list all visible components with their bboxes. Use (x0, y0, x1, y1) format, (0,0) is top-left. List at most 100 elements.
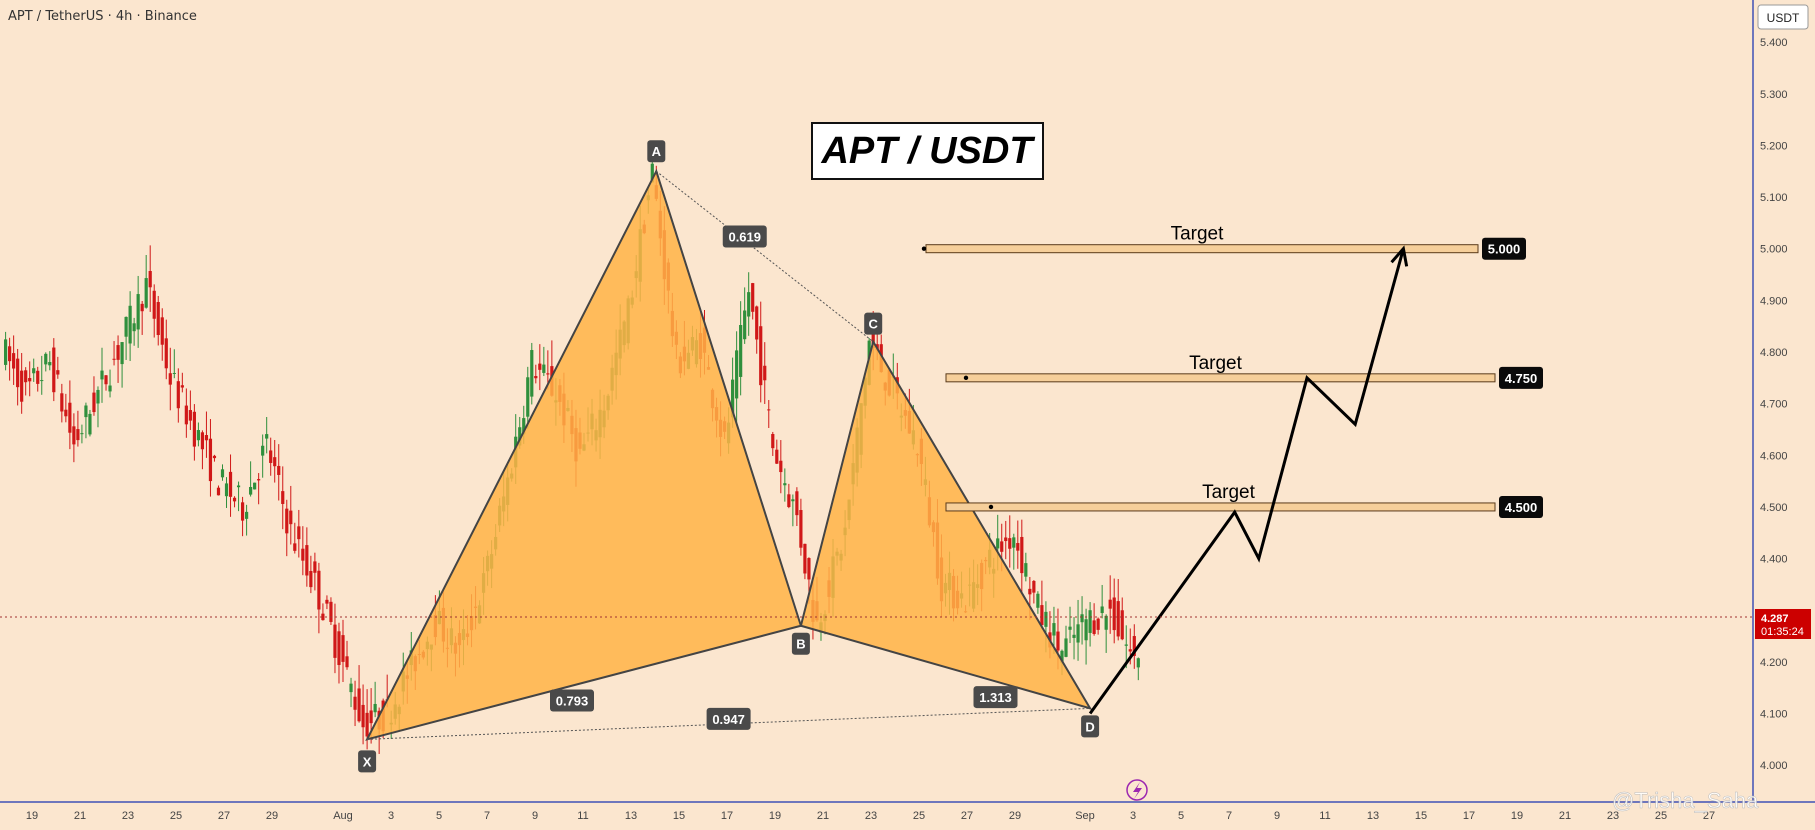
candle-body (20, 370, 24, 402)
candle-body (32, 368, 36, 374)
candle-body (297, 526, 301, 540)
currency-button[interactable]: USDT (1757, 4, 1809, 30)
candle-body (228, 471, 233, 497)
candle-body (518, 427, 522, 446)
candle-body (112, 358, 116, 360)
candle-body (1036, 593, 1040, 608)
symbol-header[interactable]: APT / TetherUS · 4h · Binance (8, 9, 197, 24)
candle-body (84, 405, 88, 418)
candle-body (1124, 644, 1128, 646)
y-tick-label: 4.400 (1760, 554, 1788, 566)
candle-body (996, 538, 1000, 549)
candle-body (321, 613, 325, 621)
candle-body (787, 494, 791, 508)
pattern-point-label: C (869, 317, 879, 332)
x-tick-label: 25 (1655, 810, 1667, 822)
pattern-point-label: A (652, 144, 662, 159)
candle-body (156, 302, 160, 336)
pattern-point-badge (864, 312, 883, 335)
candle-body (240, 502, 245, 521)
x-tick-label: 9 (532, 810, 538, 822)
x-tick-label: 15 (1415, 810, 1427, 822)
pattern-ratio-label: 0.619 (728, 229, 761, 244)
pattern-point-label: B (796, 637, 805, 652)
candle-body (236, 485, 241, 488)
lightning-icon[interactable] (1126, 779, 1148, 801)
candle-body (1044, 611, 1048, 627)
candle-body (731, 379, 735, 418)
candle-body (526, 377, 530, 417)
target-label: Target (1202, 482, 1256, 503)
candle-body (341, 635, 345, 662)
candle-body (650, 163, 654, 183)
pattern-point-badge (791, 632, 810, 655)
target-value-badge (1499, 495, 1543, 518)
candle-body (1136, 658, 1140, 668)
watermark-text: @Trisha_Saha (1612, 788, 1759, 813)
candle-body (1024, 563, 1028, 577)
candle-body (52, 347, 56, 393)
x-tick-label: 11 (577, 810, 588, 822)
candle-body (1072, 634, 1076, 638)
x-tick-label: Aug (333, 810, 353, 822)
candle-body (1076, 624, 1080, 643)
x-tick-label: 19 (1511, 810, 1523, 822)
candle-body (192, 411, 196, 447)
projection-arrowhead (1390, 245, 1409, 267)
candle-body (12, 353, 16, 369)
y-tick-label: 4.600 (1760, 450, 1788, 462)
candle-body (60, 393, 64, 412)
candle-body (212, 455, 217, 459)
y-tick-label: 4.500 (1760, 502, 1788, 514)
y-tick-label: 4.700 (1760, 399, 1788, 411)
candle-body (56, 370, 60, 375)
candle-body (735, 350, 739, 399)
target-zone (945, 502, 1496, 512)
candle-body (317, 570, 321, 610)
title-text: APT / USDT (820, 130, 1035, 172)
candle-body (36, 370, 40, 384)
candle-body (313, 561, 317, 573)
candle-body (1032, 580, 1036, 593)
candle-body (180, 385, 184, 388)
candle-body (1120, 610, 1124, 640)
candle-body (373, 703, 377, 713)
candle-body (1112, 597, 1116, 631)
candle-body (269, 450, 273, 463)
x-tick-label: 27 (1703, 810, 1715, 822)
candle-body (779, 460, 783, 473)
candle-body (542, 364, 546, 373)
currency-label: USDT (1767, 11, 1800, 25)
candle-body (16, 358, 20, 388)
candle-body (116, 345, 120, 360)
candle-body (208, 438, 213, 482)
candle-body (232, 497, 237, 502)
candle-body (261, 445, 265, 456)
x-tick-label: 5 (1178, 810, 1184, 822)
candle-body (184, 405, 188, 425)
candle-body (160, 317, 164, 345)
candle-body (309, 571, 313, 588)
candle-body (220, 469, 225, 478)
candle-body (538, 363, 542, 370)
candle-body (1000, 541, 1004, 552)
candle-body (349, 683, 353, 693)
candle-body (755, 306, 759, 340)
candle-body (168, 373, 172, 385)
candle-body (337, 631, 341, 666)
target-label: Target (1171, 224, 1225, 245)
x-tick-label: 15 (673, 810, 685, 822)
candle-body (24, 370, 28, 383)
candle-body (1068, 626, 1072, 630)
candle-body (361, 704, 365, 728)
candle-body (164, 338, 168, 369)
x-tick-label: 7 (1226, 810, 1232, 822)
candle-body (771, 434, 775, 449)
candle-body (1088, 610, 1092, 633)
candle-body (108, 385, 112, 392)
targets-layer: Target 5.000 Target 4.750 Target 4.500 (921, 224, 1543, 518)
candle-body (546, 373, 550, 375)
